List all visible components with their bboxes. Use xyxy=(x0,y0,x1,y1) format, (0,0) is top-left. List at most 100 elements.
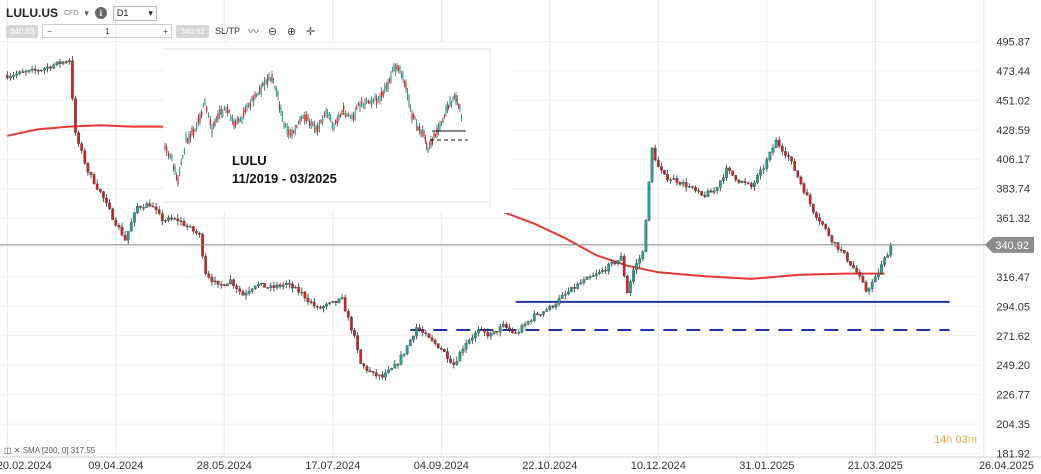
inset-candle-body xyxy=(254,93,256,98)
candle-up xyxy=(520,325,524,333)
candle-up xyxy=(601,269,604,273)
symbol-name[interactable]: LULU.US xyxy=(6,6,58,20)
candle-up xyxy=(576,283,580,289)
inset-candle-body xyxy=(356,105,358,109)
inset-candle-body xyxy=(304,114,306,122)
inset-candle-body xyxy=(194,129,196,132)
candle-down xyxy=(536,313,539,315)
crosshair-icon[interactable]: ✛ xyxy=(305,25,316,38)
chevron-down-icon[interactable]: ▾ xyxy=(84,7,89,18)
candle-down xyxy=(291,283,294,289)
buy-price-button[interactable]: 340.92 xyxy=(176,24,209,38)
x-tick-label: 22.10.2024 xyxy=(522,460,577,472)
candle-up xyxy=(18,71,22,74)
inset-candle-body xyxy=(199,115,201,123)
candle-up xyxy=(384,372,387,378)
candle-countdown: 14h 03m xyxy=(934,434,977,446)
candle-down xyxy=(663,170,666,175)
trade-toolbar: 340.83 − 1 + 340.92 SL/TP 〰 ⊖ ⊕ ✛ xyxy=(6,24,318,38)
inset-candle-body xyxy=(196,124,198,130)
inset-candle-body xyxy=(400,72,403,77)
inset-candle-body xyxy=(307,115,309,120)
inset-date-range: 11/2019 - 03/2025 xyxy=(232,171,337,186)
inset-candle-body xyxy=(249,102,251,108)
timeframe-select[interactable]: D1 ▾ xyxy=(112,5,157,21)
inset-candle-body xyxy=(228,110,230,113)
y-tick-label: 226.77 xyxy=(996,390,1030,402)
inset-candle-body xyxy=(362,103,364,108)
inset-candle-body xyxy=(274,86,276,90)
candle-up xyxy=(501,324,505,327)
y-tick-label: 473.44 xyxy=(996,66,1030,78)
inset-candle-body xyxy=(415,122,418,128)
inset-candle-body xyxy=(296,125,298,128)
inset-candle-body xyxy=(393,64,395,70)
inset-candle-body xyxy=(421,128,424,135)
indicator-legend[interactable]: ◫ ✕ SMA [200, 0] 317.55 xyxy=(4,446,95,455)
candle-up xyxy=(570,287,573,292)
candle-up xyxy=(619,256,623,261)
candle-down xyxy=(123,235,127,241)
candle-down xyxy=(430,337,434,341)
candle-up xyxy=(412,335,415,341)
candle-up xyxy=(579,282,583,285)
candle-up xyxy=(474,332,477,339)
inset-candle-body xyxy=(437,125,440,133)
candle-down xyxy=(777,139,781,147)
inset-candle-body xyxy=(406,91,409,98)
increase-volume-button[interactable]: + xyxy=(163,26,168,36)
candle-up xyxy=(492,331,496,334)
candle-up xyxy=(771,147,775,153)
inset-candle-body xyxy=(214,120,216,126)
volume-value[interactable]: 1 xyxy=(105,26,110,36)
inset-candle-body xyxy=(426,143,428,148)
candle-down xyxy=(353,330,356,336)
candle-up xyxy=(638,258,642,264)
last-price-line: 340.92 xyxy=(0,236,1034,253)
candle-down xyxy=(148,203,152,207)
inset-candle-body xyxy=(331,123,333,129)
candle-up xyxy=(40,69,43,72)
candle-up xyxy=(337,298,341,303)
decrease-volume-button[interactable]: − xyxy=(47,26,52,36)
candle-down xyxy=(418,327,421,331)
last-price-tag xyxy=(985,236,1034,253)
inset-caption: LULU 11/2019 - 03/2025 xyxy=(232,152,337,188)
inset-candle-body xyxy=(212,123,215,128)
inset-candle-body xyxy=(244,107,246,113)
line-chart-icon[interactable]: 〰 xyxy=(247,26,259,38)
zoom-out-icon[interactable]: ⊖ xyxy=(267,25,278,38)
inset-candle-body xyxy=(459,105,461,110)
inset-candle-body xyxy=(460,115,463,120)
inset-candle-body xyxy=(278,103,281,110)
sell-price-button[interactable]: 340.83 xyxy=(6,24,39,38)
sl-tp-button[interactable]: SL/TP xyxy=(214,26,240,36)
info-icon[interactable]: i xyxy=(94,7,107,19)
zoom-in-icon[interactable]: ⊕ xyxy=(286,25,297,38)
inset-candle-body xyxy=(458,104,460,108)
inset-candle-body xyxy=(275,88,278,95)
inset-candle-body xyxy=(385,84,387,90)
y-tick-label: 451.02 xyxy=(996,95,1030,107)
volume-stepper[interactable]: − 1 + xyxy=(42,24,173,38)
candle-down xyxy=(709,190,713,193)
inset-candle-body xyxy=(338,114,340,120)
candle-up xyxy=(253,285,257,289)
candle-down xyxy=(5,75,9,79)
candle-down xyxy=(210,277,214,282)
indicator-icon[interactable]: ◫ ✕ xyxy=(4,446,21,455)
candle-down xyxy=(222,284,226,287)
inset-candle-body xyxy=(423,131,425,137)
candle-up xyxy=(340,297,344,300)
candle-up xyxy=(594,273,598,276)
candle-up xyxy=(526,321,530,325)
inset-candle-body xyxy=(243,110,245,117)
candle-up xyxy=(27,70,31,72)
inset-candle-body xyxy=(420,131,422,136)
inset-candle-body xyxy=(341,110,343,115)
candle-up xyxy=(532,313,536,321)
candle-down xyxy=(424,332,428,334)
candle-up xyxy=(610,261,614,265)
candle-up xyxy=(325,303,328,307)
